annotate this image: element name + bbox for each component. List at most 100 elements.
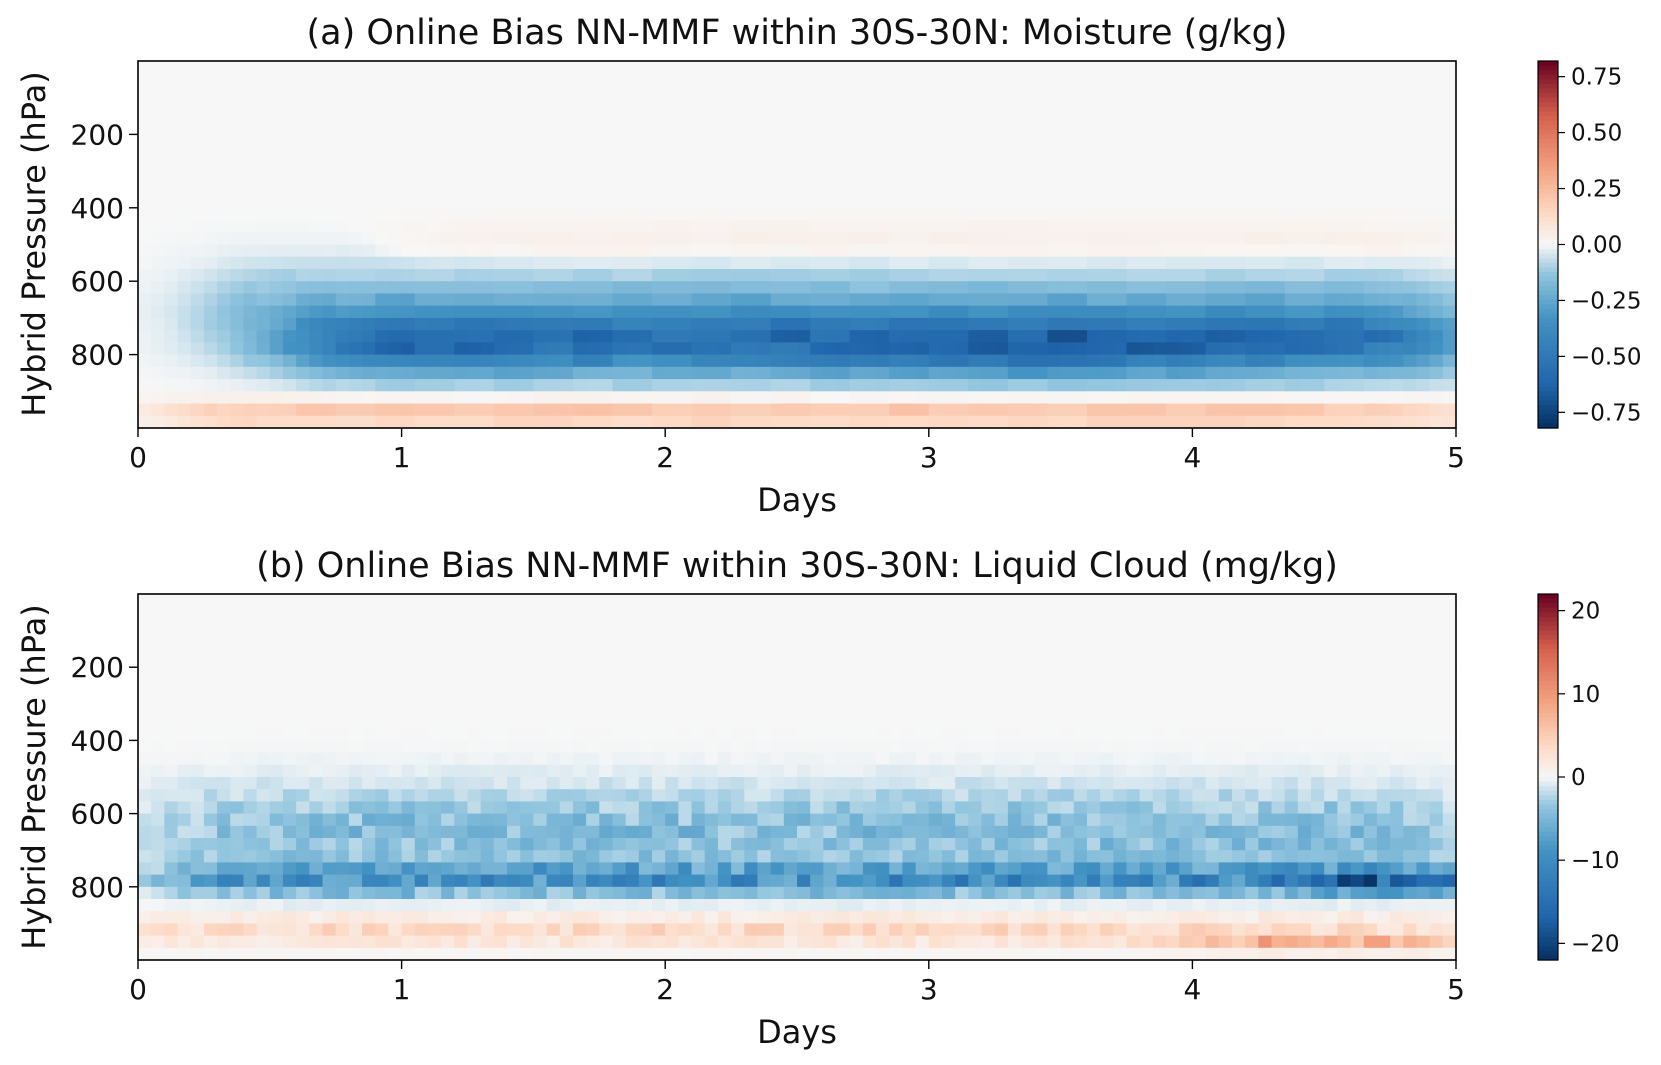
heatmap-cell xyxy=(230,342,245,356)
heatmap-cell xyxy=(203,655,218,668)
heatmap-cell xyxy=(177,911,192,924)
heatmap-cell xyxy=(810,813,824,827)
heatmap-cell xyxy=(915,342,930,356)
heatmap-cell xyxy=(1179,85,1193,99)
heatmap-cell xyxy=(388,740,403,754)
heatmap-cell xyxy=(928,911,943,924)
heatmap-cell xyxy=(546,342,561,356)
heatmap-cell xyxy=(968,158,983,172)
heatmap-cell xyxy=(243,379,258,392)
heatmap-cell xyxy=(862,171,877,184)
heatmap-cell xyxy=(1337,109,1352,123)
heatmap-cell xyxy=(928,97,943,111)
heatmap-cell xyxy=(322,293,337,307)
heatmap-cell xyxy=(1311,85,1325,99)
heatmap-cell xyxy=(1100,220,1114,233)
heatmap-cell xyxy=(823,256,838,270)
heatmap-cell xyxy=(296,655,310,668)
heatmap-cell xyxy=(928,703,943,717)
heatmap-cell xyxy=(322,85,337,99)
heatmap-cell xyxy=(1021,379,1035,392)
heatmap-cell xyxy=(1390,305,1404,319)
heatmap-cell xyxy=(744,195,759,209)
heatmap-cell xyxy=(138,281,152,295)
heatmap-cell xyxy=(599,366,614,380)
heatmap-cell xyxy=(203,838,218,851)
heatmap-cell xyxy=(981,171,996,184)
heatmap-cell xyxy=(480,366,495,380)
heatmap-cell xyxy=(994,293,1009,307)
heatmap-cell xyxy=(388,268,403,282)
heatmap-cell xyxy=(915,220,930,233)
heatmap-cell xyxy=(388,85,403,99)
heatmap-cell xyxy=(256,752,271,766)
heatmap-cell xyxy=(1152,403,1167,417)
heatmap-cell xyxy=(717,281,732,295)
heatmap-cell xyxy=(625,415,640,429)
heatmap-cell xyxy=(652,232,666,246)
heatmap-cell xyxy=(414,305,429,319)
heatmap-cell xyxy=(902,716,917,729)
heatmap-cell xyxy=(480,195,495,209)
heatmap-cell xyxy=(282,268,297,282)
heatmap-cell xyxy=(177,330,192,343)
heatmap-cell xyxy=(968,97,983,111)
heatmap-cell xyxy=(955,183,969,197)
heatmap-cell xyxy=(902,838,917,851)
heatmap-cell xyxy=(941,146,956,160)
heatmap-cell xyxy=(546,703,561,717)
heatmap-cell xyxy=(533,862,548,876)
heatmap-cell xyxy=(256,61,271,74)
heatmap-cell xyxy=(296,716,310,729)
colorbar-segment xyxy=(1538,125,1558,131)
heatmap-cell xyxy=(612,268,627,282)
heatmap-cell xyxy=(177,594,192,607)
heatmap-cell xyxy=(1284,122,1299,135)
heatmap-cell xyxy=(744,886,759,900)
heatmap-cell xyxy=(1376,342,1391,356)
heatmap-cell xyxy=(177,667,192,680)
heatmap-cell xyxy=(783,354,798,368)
heatmap-cell xyxy=(243,618,258,632)
heatmap-cell xyxy=(282,789,297,802)
heatmap-cell xyxy=(1416,207,1431,221)
heatmap-cell xyxy=(217,281,231,295)
heatmap-cell xyxy=(441,146,455,160)
heatmap-cell xyxy=(915,317,930,331)
heatmap-cell xyxy=(388,679,403,693)
heatmap-cell xyxy=(1007,97,1022,111)
heatmap-cell xyxy=(480,655,495,668)
heatmap-cell xyxy=(230,146,245,160)
heatmap-cell xyxy=(348,330,363,343)
heatmap-cell xyxy=(638,183,653,197)
heatmap-cell xyxy=(493,642,508,656)
heatmap-cell xyxy=(823,728,838,741)
heatmap-cell xyxy=(599,317,614,331)
heatmap-cell xyxy=(322,764,337,778)
heatmap-cell xyxy=(348,703,363,717)
heatmap-cell xyxy=(1376,305,1391,319)
heatmap-cell xyxy=(783,97,798,111)
heatmap-cell xyxy=(691,171,706,184)
heatmap-cell xyxy=(1337,330,1352,343)
heatmap-cell xyxy=(810,679,824,693)
heatmap-cell xyxy=(1086,73,1101,87)
heatmap-cell xyxy=(783,85,798,99)
heatmap-cell xyxy=(362,146,376,160)
heatmap-cell xyxy=(1205,220,1220,233)
heatmap-cell xyxy=(348,97,363,111)
heatmap-cell xyxy=(427,703,442,717)
heatmap-cell xyxy=(348,171,363,184)
heatmap-cell xyxy=(1007,379,1022,392)
heatmap-cell xyxy=(348,109,363,123)
heatmap-cell xyxy=(1218,366,1233,380)
heatmap-cell xyxy=(586,630,600,644)
heatmap-cell xyxy=(427,923,442,937)
heatmap-cell xyxy=(876,109,890,123)
heatmap-cell xyxy=(203,61,218,74)
heatmap-cell xyxy=(572,728,587,741)
heatmap-cell xyxy=(467,317,482,331)
heatmap-cell xyxy=(889,317,904,331)
heatmap-cell xyxy=(348,415,363,429)
heatmap-cell xyxy=(968,207,983,221)
